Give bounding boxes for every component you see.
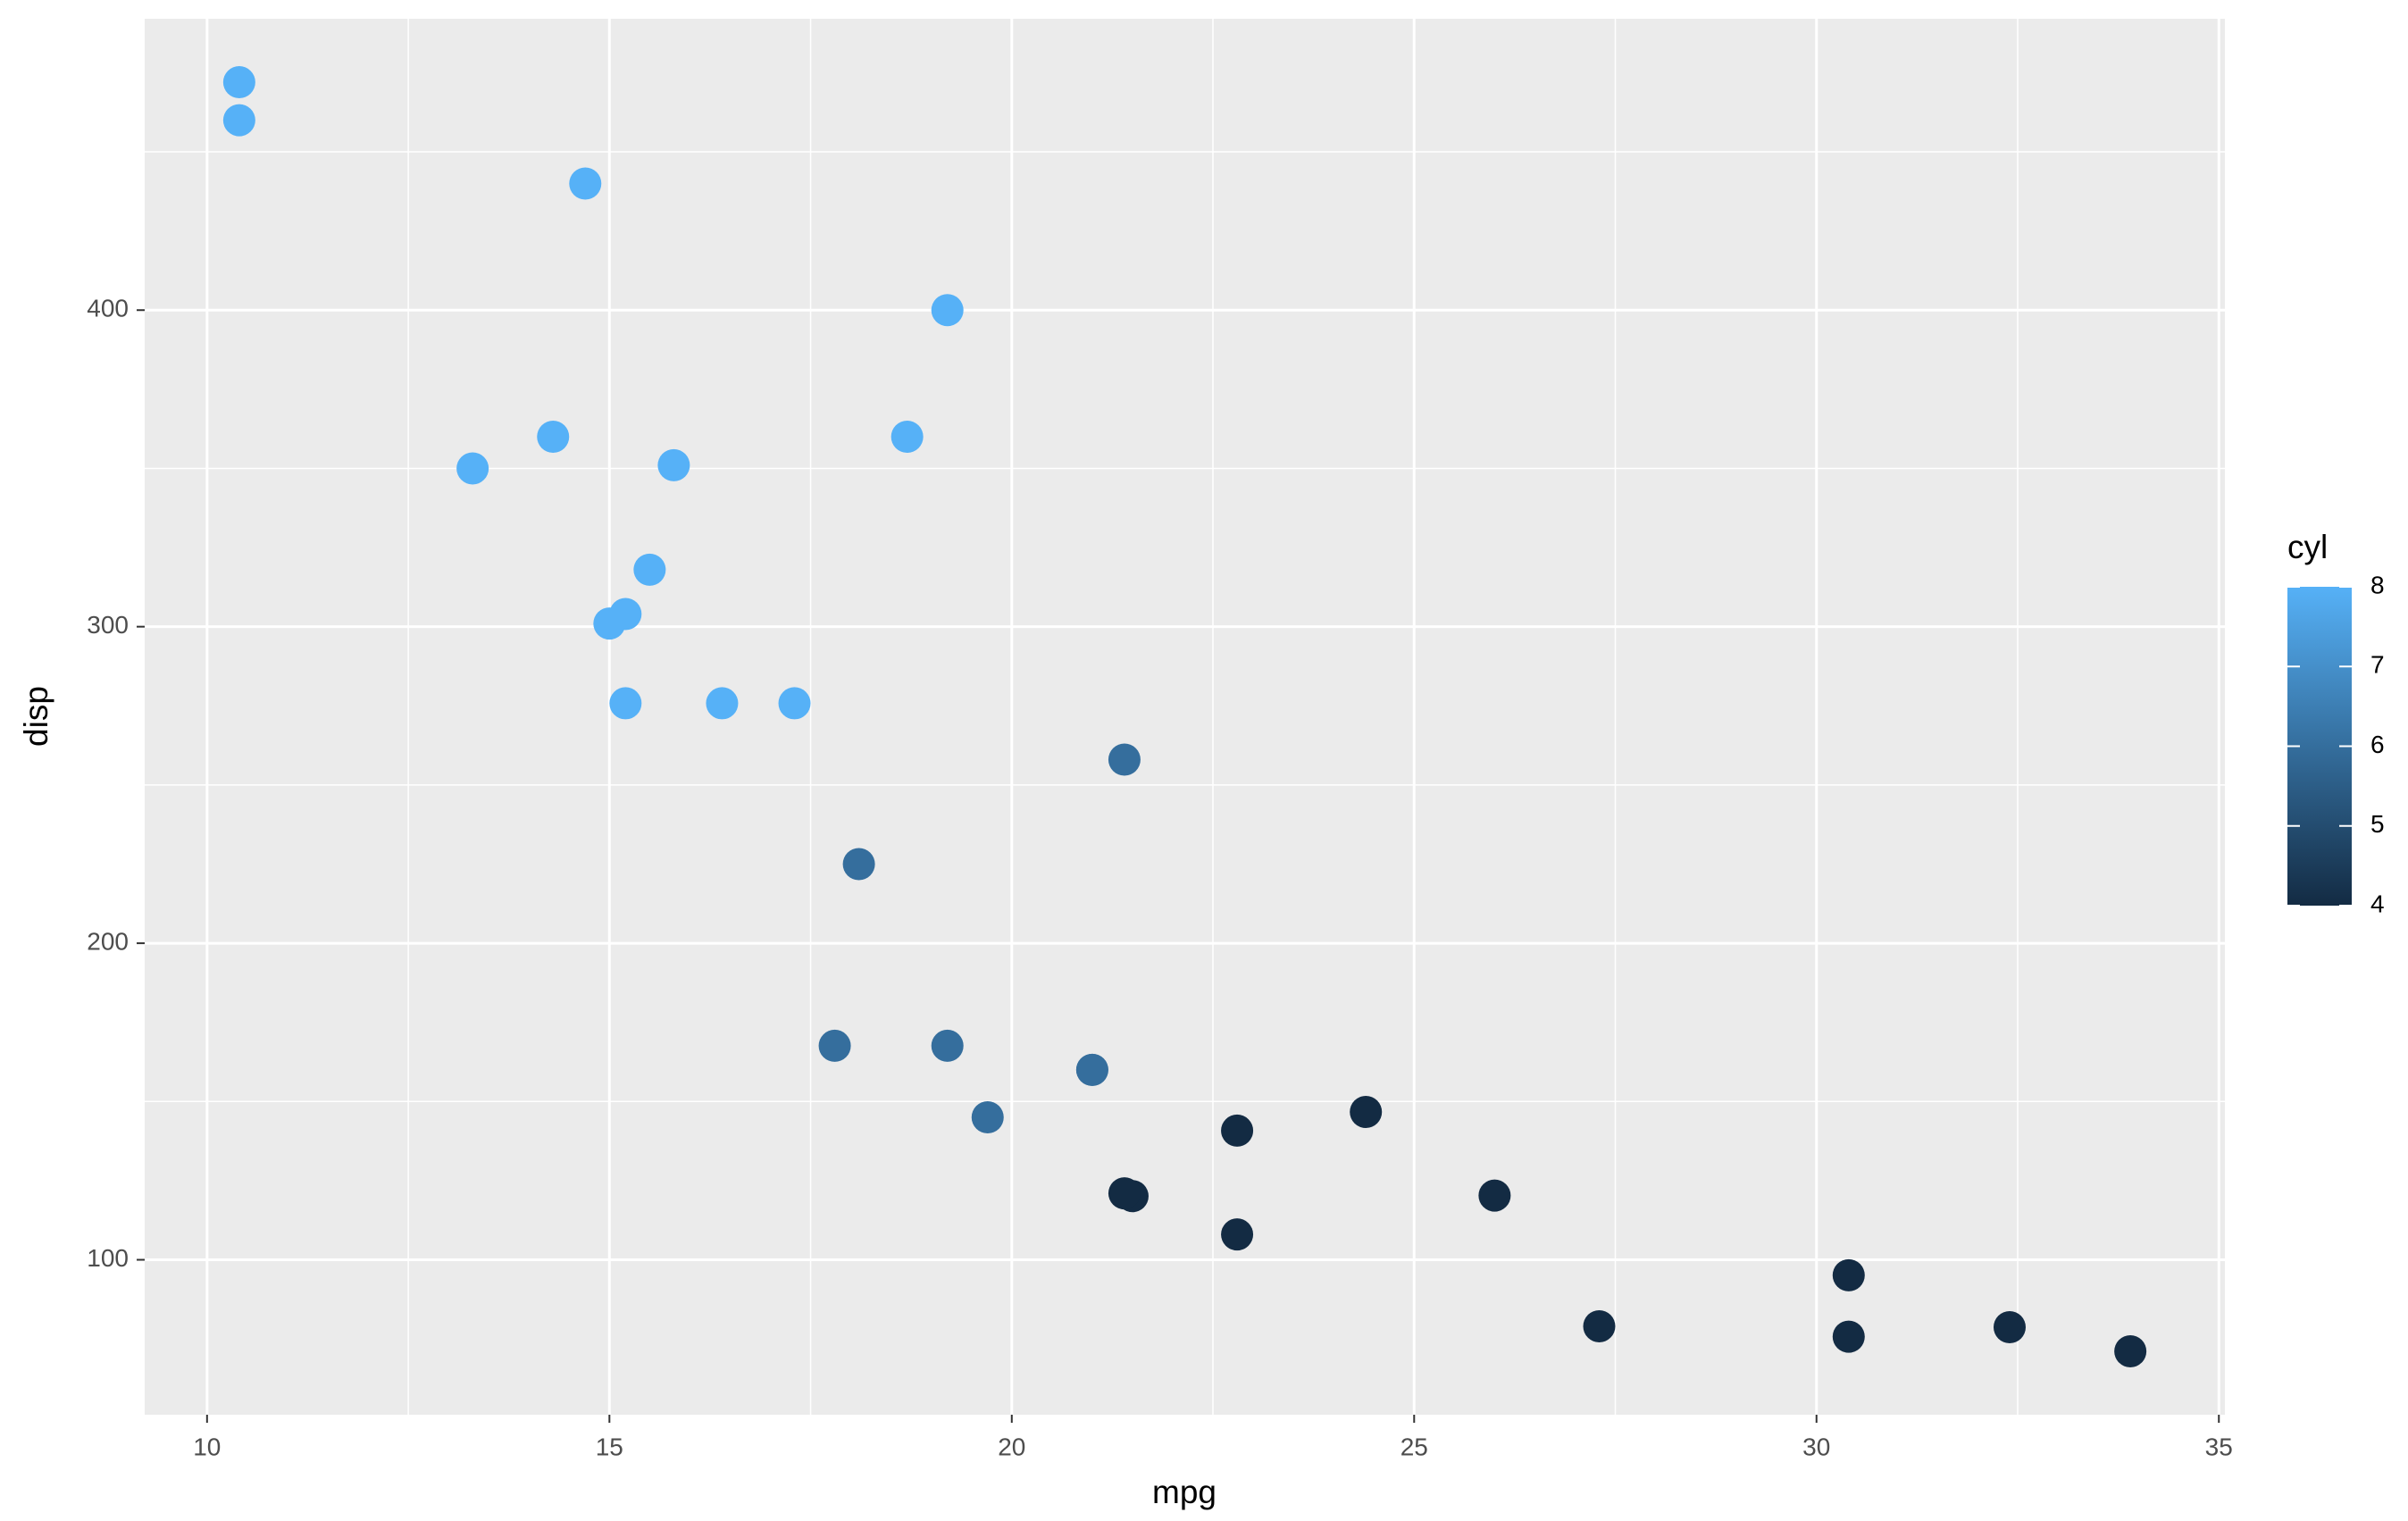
point: [1075, 1053, 1108, 1086]
point: [842, 848, 875, 881]
point: [1108, 743, 1141, 776]
y-axis-title: disp: [18, 686, 54, 747]
legend-label: 5: [2370, 810, 2385, 838]
x-tick-label: 20: [998, 1433, 1025, 1460]
point: [2114, 1334, 2147, 1367]
y-tick-label: 400: [87, 295, 129, 322]
x-axis-title: mpg: [1152, 1474, 1217, 1510]
point: [1221, 1218, 1254, 1251]
point: [1350, 1096, 1383, 1129]
point: [593, 607, 626, 640]
x-tick-label: 25: [1400, 1433, 1428, 1460]
legend-label: 6: [2370, 731, 2385, 758]
point: [1108, 1177, 1141, 1210]
point: [818, 1029, 851, 1062]
x-tick-label: 15: [596, 1433, 623, 1460]
legend-label: 7: [2370, 651, 2385, 679]
point: [1993, 1311, 2026, 1344]
point: [569, 167, 602, 200]
y-tick-label: 300: [87, 611, 129, 639]
y-tick-label: 100: [87, 1244, 129, 1272]
point: [222, 104, 255, 137]
point: [931, 1029, 964, 1062]
point: [609, 687, 642, 720]
point: [971, 1101, 1004, 1134]
point: [1221, 1114, 1254, 1147]
x-tick-label: 35: [2205, 1433, 2233, 1460]
point: [1832, 1320, 1865, 1353]
panel: [145, 19, 2225, 1415]
point: [537, 421, 570, 454]
legend-title: cyl: [2287, 529, 2328, 565]
legend-label: 4: [2370, 890, 2385, 917]
x-tick-label: 10: [193, 1433, 221, 1460]
x-tick-label: 30: [1802, 1433, 1830, 1460]
point: [1583, 1309, 1616, 1342]
y-tick-label: 200: [87, 927, 129, 955]
point: [890, 421, 924, 454]
point: [1478, 1179, 1511, 1212]
point: [931, 294, 964, 327]
point: [633, 553, 666, 586]
point: [706, 687, 739, 720]
point: [222, 66, 255, 99]
point: [456, 452, 489, 485]
point: [657, 448, 690, 481]
point: [778, 687, 811, 720]
legend-label: 8: [2370, 571, 2385, 598]
point: [1832, 1258, 1865, 1291]
